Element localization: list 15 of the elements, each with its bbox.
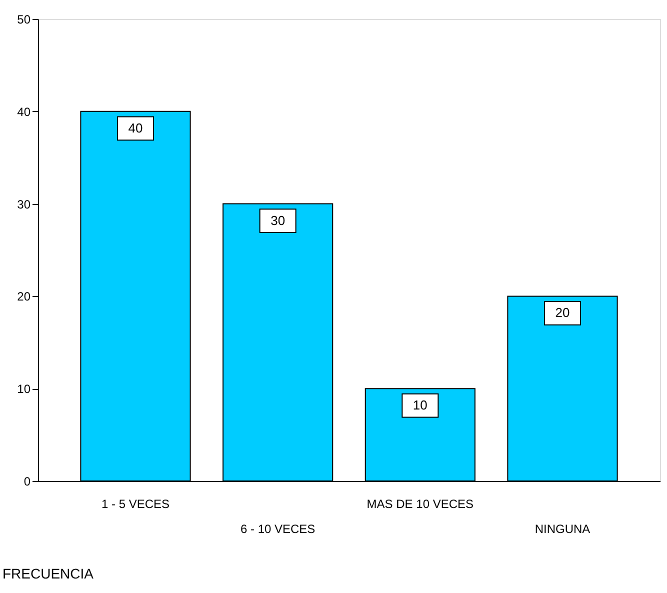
y-tick-label: 20 [17,290,31,304]
y-tick-label: 50 [17,12,31,26]
x-axis-title: FRECUENCIA [2,566,94,582]
data-label: 40 [128,120,143,136]
y-tick-label: 40 [17,104,31,119]
x-tick-label: MAS DE 10 VECES [366,497,474,511]
y-tick-label: 30 [17,197,31,212]
y-tick-label: 10 [17,382,31,396]
data-label: 10 [412,398,428,413]
y-tick-label: 0 [24,474,31,488]
x-tick-label: 1 - 5 VECES [101,497,170,511]
data-label: 20 [555,305,570,320]
x-tick-label: NINGUNA [534,522,590,536]
x-tick-label: 6 - 10 VECES [240,522,316,536]
data-label: 30 [270,212,286,228]
